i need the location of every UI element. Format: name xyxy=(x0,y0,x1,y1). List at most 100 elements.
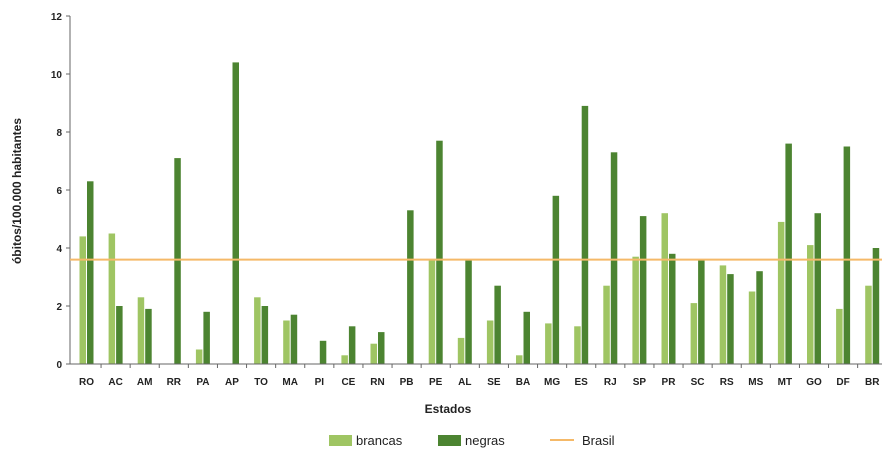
x-tick-label-to: TO xyxy=(254,377,268,388)
bar-negras-ce xyxy=(348,326,356,364)
bar-brancas-am xyxy=(137,297,145,364)
legend: brancas negras Brasil xyxy=(329,433,615,448)
x-tick-label-go: GO xyxy=(806,377,822,388)
bar-negras-ap xyxy=(232,62,239,365)
legend-label-negras: negras xyxy=(465,433,505,448)
legend-label-brasil: Brasil xyxy=(582,433,615,448)
bar-negras-pr xyxy=(669,253,676,364)
bar-negras-se xyxy=(494,285,501,364)
x-tick-label-ba: BA xyxy=(516,377,530,388)
bar-brancas-go xyxy=(807,245,814,364)
x-tick-label-rs: RS xyxy=(720,377,734,388)
x-axis-title: Estados xyxy=(425,402,472,416)
bar-brancas-se xyxy=(486,320,494,364)
x-tick-label-mg: MG xyxy=(544,377,560,388)
bar-brancas-df xyxy=(836,308,843,364)
bar-negras-ms xyxy=(756,271,763,364)
bar-brancas-rj xyxy=(603,285,610,364)
bar-negras-pb xyxy=(407,210,414,364)
bar-brancas-mt xyxy=(777,221,785,364)
x-tick-label-rj: RJ xyxy=(604,377,617,388)
y-tick-label: 8 xyxy=(56,128,62,139)
x-tick-label-ce: CE xyxy=(341,377,355,388)
bar-brancas-pr xyxy=(661,213,668,364)
bars xyxy=(79,62,880,365)
bar-negras-sc xyxy=(698,259,705,364)
bar-brancas-br xyxy=(865,285,872,364)
legend-label-brancas: brancas xyxy=(356,433,403,448)
bar-negras-ro xyxy=(87,181,94,364)
x-tick-label-sc: SC xyxy=(691,377,705,388)
bar-negras-es xyxy=(581,105,589,365)
bar-negras-rs xyxy=(727,274,734,364)
bar-negras-to xyxy=(261,306,269,364)
legend-swatch-brancas xyxy=(329,435,352,446)
bar-negras-go xyxy=(814,213,821,364)
bar-negras-pa xyxy=(203,311,210,364)
y-tick-label: 6 xyxy=(56,186,62,197)
bar-brancas-es xyxy=(574,326,581,364)
x-tick-label-pa: PA xyxy=(196,377,209,388)
x-tick-label-pr: PR xyxy=(662,377,677,388)
bar-negras-mg xyxy=(552,195,560,364)
bar-negras-br xyxy=(872,248,880,364)
x-tick-label-pe: PE xyxy=(429,377,443,388)
bar-brancas-mg xyxy=(545,323,552,364)
y-axis-title: óbitos/100.000 habitantes xyxy=(10,118,24,264)
bar-brancas-ac xyxy=(108,233,116,364)
x-tick-label-se: SE xyxy=(487,377,501,388)
x-tick-label-ms: MS xyxy=(748,377,763,388)
y-tick-label: 2 xyxy=(56,302,62,313)
bar-negras-sp xyxy=(639,216,647,364)
x-tick-label-pb: PB xyxy=(400,377,414,388)
bar-brancas-pe xyxy=(428,259,436,364)
x-tick-label-ap: AP xyxy=(225,377,239,388)
x-tick-label-pi: PI xyxy=(315,377,325,388)
bar-negras-df xyxy=(843,146,851,364)
bar-negras-ma xyxy=(290,314,298,364)
bar-brancas-al xyxy=(457,337,465,364)
x-tick-label-ma: MA xyxy=(282,377,298,388)
bar-brancas-sc xyxy=(690,303,698,364)
y-axis-ticks: 0 2 4 6 8 10 12 xyxy=(51,12,70,371)
x-tick-label-ac: AC xyxy=(108,377,122,388)
y-tick-label: 12 xyxy=(51,12,63,23)
x-tick-label-am: AM xyxy=(137,377,153,388)
bar-brancas-rn xyxy=(370,343,377,364)
x-tick-label-rn: RN xyxy=(370,377,384,388)
x-axis-ticks: RO AC AM RR PA AP TO MA PI CE RN PB PE AL SE BA MG ES RJ SP… xyxy=(79,364,880,388)
bar-negras-al xyxy=(465,259,472,364)
x-tick-label-mt: MT xyxy=(778,377,792,388)
x-tick-label-df: DF xyxy=(836,377,849,388)
bar-brancas-ro xyxy=(79,236,86,364)
y-tick-label: 0 xyxy=(56,360,62,371)
bar-negras-rj xyxy=(610,152,618,364)
bar-brancas-ba xyxy=(516,355,523,364)
bar-negras-pe xyxy=(436,140,443,364)
bar-brancas-rs xyxy=(719,265,727,364)
bar-negras-am xyxy=(145,308,152,364)
y-tick-label: 10 xyxy=(51,70,63,81)
bar-brancas-pa xyxy=(195,349,203,364)
bar-negras-mt xyxy=(785,143,792,364)
x-tick-label-sp: SP xyxy=(633,377,647,388)
bar-negras-ac xyxy=(116,306,123,364)
bar-brancas-ce xyxy=(341,355,348,364)
bar-brancas-to xyxy=(254,297,261,364)
bar-brancas-sp xyxy=(632,256,639,364)
bar-brancas-ma xyxy=(283,320,290,364)
x-tick-label-br: BR xyxy=(865,377,880,388)
x-tick-label-al: AL xyxy=(458,377,471,388)
bar-negras-pi xyxy=(319,340,327,364)
bar-negras-rr xyxy=(174,158,181,364)
x-tick-label-ro: RO xyxy=(79,377,94,388)
y-tick-label: 4 xyxy=(56,244,62,255)
bar-brancas-ms xyxy=(748,291,756,364)
bar-negras-rn xyxy=(378,332,385,364)
x-tick-label-es: ES xyxy=(575,377,589,388)
legend-swatch-negras xyxy=(438,435,461,446)
axes xyxy=(69,16,882,365)
bar-negras-ba xyxy=(523,311,530,364)
x-tick-label-rr: RR xyxy=(167,377,182,388)
